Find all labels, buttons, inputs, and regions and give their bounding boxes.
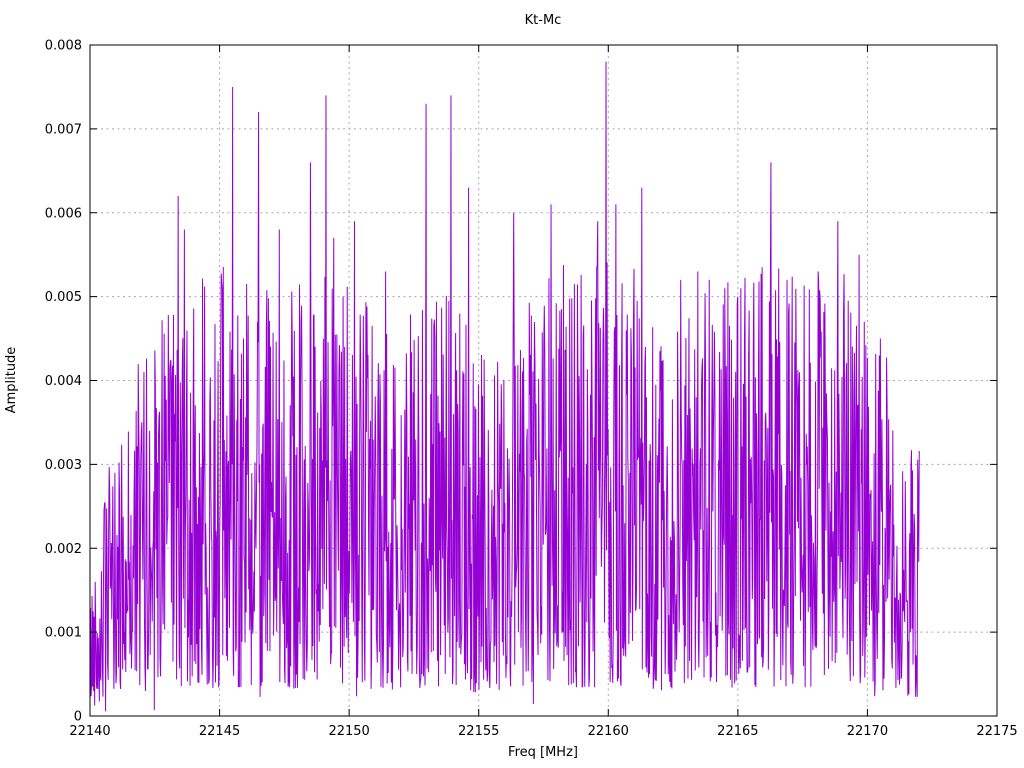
x-tick-label: 22150 (328, 724, 369, 739)
x-tick-label: 22145 (199, 724, 240, 739)
x-tick-label: 22155 (458, 724, 499, 739)
y-tick-label: 0.008 (45, 39, 82, 54)
y-axis-label: Amplitude (4, 347, 19, 414)
y-tick-label: 0.002 (45, 542, 82, 557)
chart-title: Kt-Mc (525, 13, 562, 28)
x-tick-label: 22140 (69, 724, 110, 739)
y-tick-label: 0.004 (45, 374, 82, 389)
y-tick-label: 0.003 (45, 458, 82, 473)
x-tick-label: 22165 (717, 724, 758, 739)
x-tick-label: 22175 (976, 724, 1017, 739)
x-tick-label: 22170 (847, 724, 888, 739)
y-tick-label: 0.007 (45, 122, 82, 137)
y-tick-label: 0 (74, 710, 82, 725)
x-tick-label: 22160 (588, 724, 629, 739)
x-axis-label: Freq [MHz] (508, 745, 578, 760)
y-tick-label: 0.005 (45, 290, 82, 305)
y-tick-label: 0.006 (45, 206, 82, 221)
plot-layer: 22140 22145 22150 22155 22160 22165 22170 22175… (45, 39, 1018, 739)
spectrum-trace (89, 61, 920, 712)
y-tick-label: 0.001 (45, 626, 82, 641)
